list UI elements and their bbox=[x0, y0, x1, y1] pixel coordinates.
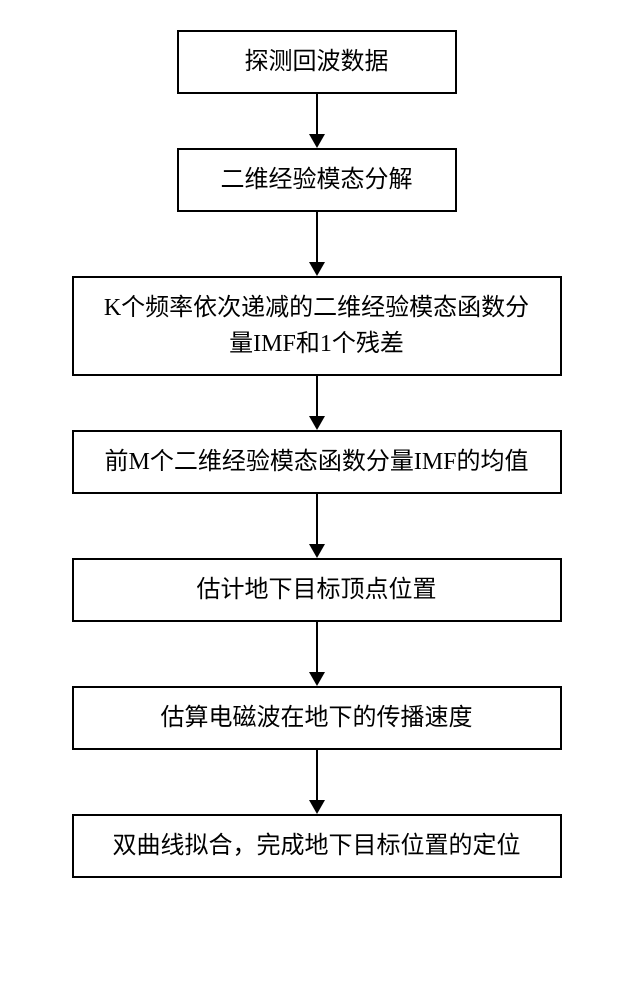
flowchart-node: 双曲线拟合，完成地下目标位置的定位 bbox=[72, 814, 562, 878]
flowchart-arrow bbox=[309, 622, 325, 686]
arrow-line bbox=[316, 212, 318, 262]
arrow-line bbox=[316, 750, 318, 800]
arrow-line bbox=[316, 494, 318, 544]
flowchart-node: K个频率依次递减的二维经验模态函数分量IMF和1个残差 bbox=[72, 276, 562, 376]
flowchart-node: 探测回波数据 bbox=[177, 30, 457, 94]
arrow-head-icon bbox=[309, 672, 325, 686]
arrow-line bbox=[316, 622, 318, 672]
flowchart-arrow bbox=[309, 494, 325, 558]
node-label: 探测回波数据 bbox=[245, 44, 389, 80]
arrow-head-icon bbox=[309, 544, 325, 558]
node-label: 前M个二维经验模态函数分量IMF的均值 bbox=[104, 444, 528, 480]
node-label: K个频率依次递减的二维经验模态函数分量IMF和1个残差 bbox=[94, 290, 540, 362]
flowchart-node: 估计地下目标顶点位置 bbox=[72, 558, 562, 622]
flowchart-arrow bbox=[309, 750, 325, 814]
arrow-head-icon bbox=[309, 416, 325, 430]
flowchart-arrow bbox=[309, 212, 325, 276]
flowchart-node: 二维经验模态分解 bbox=[177, 148, 457, 212]
arrow-line bbox=[316, 94, 318, 134]
flowchart-arrow bbox=[309, 376, 325, 430]
flowchart-node: 前M个二维经验模态函数分量IMF的均值 bbox=[72, 430, 562, 494]
flowchart-arrow bbox=[309, 94, 325, 148]
node-label: 双曲线拟合，完成地下目标位置的定位 bbox=[113, 828, 521, 864]
flowchart-container: 探测回波数据二维经验模态分解 K个频率依次递减的二维经验模态函数分量IMF和1个残… bbox=[72, 30, 562, 878]
arrow-head-icon bbox=[309, 800, 325, 814]
arrow-line bbox=[316, 376, 318, 416]
arrow-head-icon bbox=[309, 262, 325, 276]
node-label: 估算电磁波在地下的传播速度 bbox=[161, 700, 473, 736]
flowchart-node: 估算电磁波在地下的传播速度 bbox=[72, 686, 562, 750]
arrow-head-icon bbox=[309, 134, 325, 148]
node-label: 二维经验模态分解 bbox=[221, 162, 413, 198]
node-label: 估计地下目标顶点位置 bbox=[197, 572, 437, 608]
